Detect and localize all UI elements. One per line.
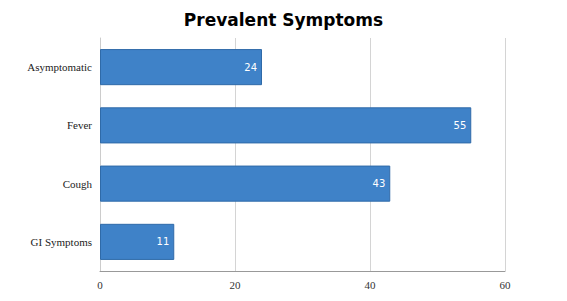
svg-text:55: 55 [454,120,467,131]
svg-text:11: 11 [157,236,170,247]
svg-text:GI Symptoms: GI Symptoms [31,236,92,248]
svg-text:24: 24 [244,62,257,73]
svg-text:43: 43 [373,178,386,189]
svg-text:0: 0 [97,279,103,291]
svg-text:Asymptomatic: Asymptomatic [27,61,92,73]
svg-text:40: 40 [365,279,377,291]
svg-text:20: 20 [230,279,242,291]
svg-text:Prevalent Symptoms: Prevalent Symptoms [184,10,383,30]
svg-text:60: 60 [500,279,512,291]
svg-text:Fever: Fever [67,119,92,131]
svg-text:Cough: Cough [63,178,93,190]
